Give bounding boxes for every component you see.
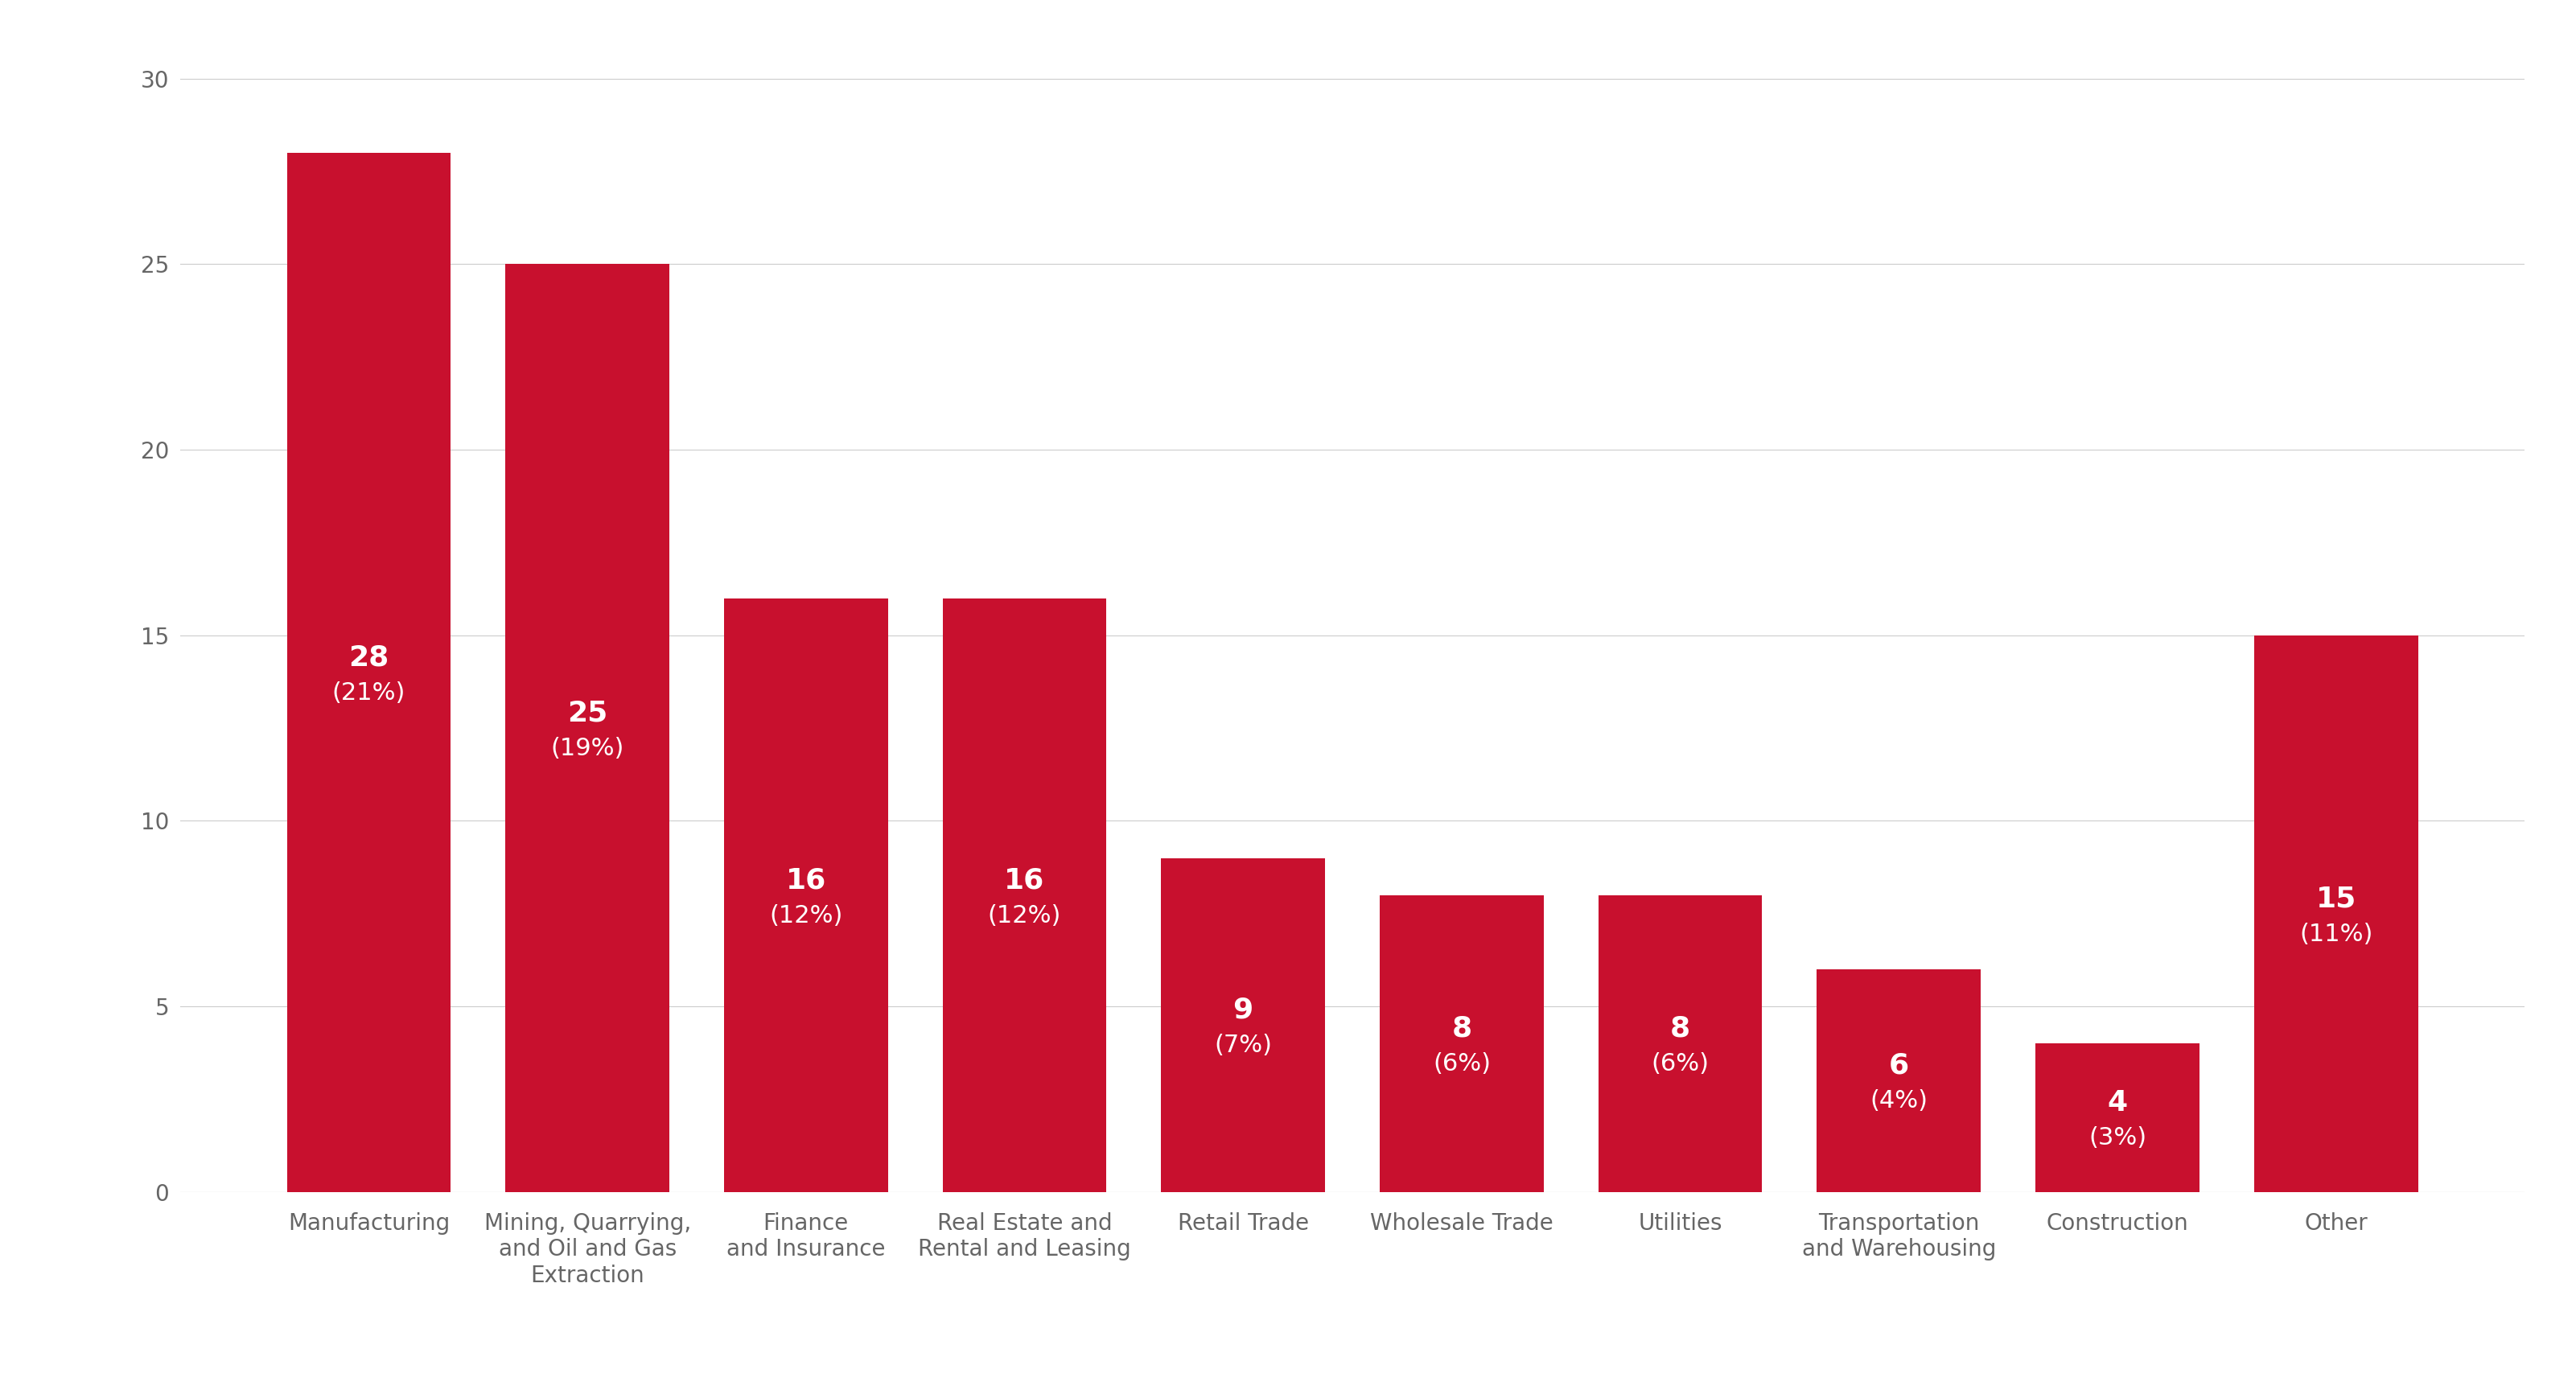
Text: 4: 4 bbox=[2107, 1089, 2128, 1117]
Bar bbox=[286, 152, 451, 1192]
Text: (3%): (3%) bbox=[2089, 1127, 2146, 1150]
Text: 25: 25 bbox=[567, 700, 608, 726]
Text: (12%): (12%) bbox=[770, 904, 842, 927]
Text: (11%): (11%) bbox=[2300, 923, 2372, 945]
Text: (6%): (6%) bbox=[1651, 1052, 1710, 1076]
Bar bbox=[505, 265, 670, 1192]
Text: 28: 28 bbox=[348, 644, 389, 671]
Text: 16: 16 bbox=[786, 866, 827, 894]
Text: 9: 9 bbox=[1234, 997, 1255, 1024]
Bar bbox=[2254, 635, 2419, 1192]
Bar bbox=[1816, 969, 1981, 1192]
Bar bbox=[724, 599, 889, 1192]
Text: 8: 8 bbox=[1453, 1015, 1471, 1042]
Text: 15: 15 bbox=[2316, 886, 2357, 912]
Bar bbox=[1381, 895, 1543, 1192]
Text: (7%): (7%) bbox=[1213, 1034, 1273, 1058]
Text: (12%): (12%) bbox=[987, 904, 1061, 927]
Text: (6%): (6%) bbox=[1432, 1052, 1492, 1076]
Text: 8: 8 bbox=[1669, 1015, 1690, 1042]
Text: 16: 16 bbox=[1005, 866, 1046, 894]
Bar bbox=[1597, 895, 1762, 1192]
Bar bbox=[1162, 858, 1324, 1192]
Text: (21%): (21%) bbox=[332, 681, 404, 704]
Text: 6: 6 bbox=[1888, 1052, 1909, 1080]
Bar bbox=[2035, 1044, 2200, 1192]
Text: (4%): (4%) bbox=[1870, 1089, 1927, 1113]
Text: (19%): (19%) bbox=[551, 737, 623, 760]
Bar bbox=[943, 599, 1108, 1192]
